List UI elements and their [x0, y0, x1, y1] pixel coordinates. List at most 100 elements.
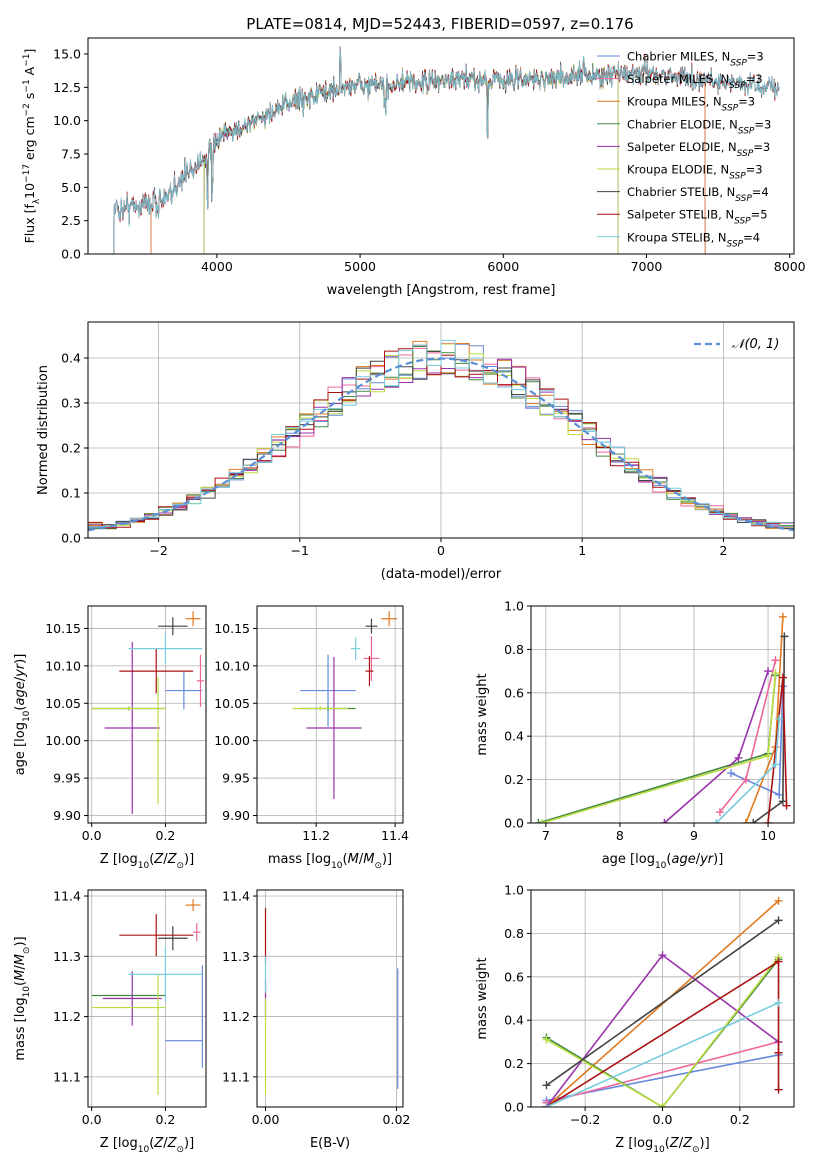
errorbar-chabrier_miles — [165, 671, 203, 710]
weight_vs_age-lines — [534, 612, 791, 823]
mass_vs_EBV-grid — [257, 890, 403, 1107]
weight-marker-salpeter_elodie — [660, 819, 669, 823]
legend-label-salpeter_miles: Salpeter MILES, NSSP=3 — [627, 72, 763, 91]
y-tick-label: 0.8 — [504, 926, 524, 941]
x-tick-label: 9 — [690, 828, 698, 843]
errorbar-salpeter_miles — [196, 654, 205, 708]
x-tick-label: 2 — [719, 543, 727, 558]
errorbar-chabrier_stelib — [365, 618, 378, 634]
weight-marker-salpeter_elodie — [658, 951, 667, 960]
y-tick-label: 1.0 — [504, 599, 524, 614]
weight-line-chabrier_stelib — [546, 919, 779, 1086]
weight_vs_age-frame — [530, 605, 795, 824]
y-tick-label: 0.0 — [61, 247, 81, 262]
x-tick-label: 0.00 — [252, 1112, 280, 1127]
legend-label-salpeter_elodie: Salpeter ELODIE, NSSP=3 — [627, 140, 770, 159]
spectrum-series-kroupa_stelib — [113, 49, 780, 254]
errorbar-kroupa_stelib — [128, 947, 203, 1002]
x-tick-label: −0.2 — [570, 1112, 600, 1127]
weight-marker-kroupa_stelib — [542, 1103, 551, 1107]
age_vs_mass-frame — [256, 605, 404, 824]
weight-marker-kroupa_elodie — [771, 669, 780, 678]
spectrum-series-salpeter_miles — [150, 47, 706, 254]
legend-label-chabrier_elodie: Chabrier ELODIE, NSSP=3 — [627, 117, 771, 136]
y-tick-label: 0.6 — [504, 969, 524, 984]
weight-marker-kroupa_stelib — [775, 714, 784, 723]
mass_vs_EBV-points — [264, 908, 399, 1095]
age_vs_mass-grid — [257, 606, 403, 823]
errorbar-kroupa_stelib — [350, 637, 361, 660]
errorbar-kroupa_miles — [185, 899, 201, 912]
weight-marker-chabrier_stelib — [542, 1081, 551, 1090]
weight_vs_Z-ylabel: mass weight — [475, 957, 490, 1039]
weight-line-chabrier_elodie — [538, 675, 777, 823]
weight-marker-salpeter_stelib — [774, 957, 783, 966]
weight-line-salpeter_elodie — [663, 670, 769, 823]
y-tick-label: 0.6 — [504, 685, 524, 700]
weight_vs_Z-frame — [530, 889, 795, 1108]
weight-marker-salpeter_stelib — [782, 801, 791, 810]
y-tick-label: 9.95 — [53, 771, 81, 786]
weight-marker-salpeter_stelib — [774, 1048, 783, 1057]
weight-marker-kroupa_stelib — [712, 819, 721, 823]
spectrum-axes: 4000 5000 6000 7000 8000 0.0 2.5 5.0 7.5 10.0 12.5… — [53, 47, 806, 275]
spectrum-xlabel: wavelength [Angstrom, rest frame] — [327, 283, 556, 298]
weight-line-kroupa_elodie — [541, 673, 777, 823]
age_vs_Z-ylabel: age [log10(age/yr)] — [13, 654, 32, 776]
x-tick-label: 0.02 — [383, 1112, 411, 1127]
errorbar-chabrier_stelib — [158, 926, 188, 951]
x-tick-label: 1 — [578, 543, 586, 558]
mass_vs_EBV-frame — [256, 889, 404, 1108]
errorbar-salpeter_miles — [363, 635, 380, 681]
weight-marker-chabrier_stelib — [778, 797, 787, 806]
errorbar-chabrier_miles — [300, 654, 356, 727]
spectrum-lines — [113, 46, 780, 254]
weight-marker-kroupa_elodie — [542, 1035, 551, 1044]
x-tick-label: 0 — [437, 543, 445, 558]
weight_vs_age-grid — [531, 605, 794, 824]
y-tick-label: 10.10 — [45, 658, 81, 673]
x-tick-label: −2 — [149, 543, 167, 558]
weight-marker-kroupa_stelib — [774, 998, 783, 1007]
y-tick-label: 9.90 — [222, 808, 250, 823]
age_vs_mass-xlabel: mass [log10(M/M⊙)] — [268, 852, 392, 871]
age_vs_Z-xlabel: Z [log10(Z/Z⊙)] — [100, 852, 194, 871]
age_vs_mass-points — [292, 611, 398, 800]
y-tick-label: 5.0 — [61, 180, 81, 195]
y-tick-label: 10.05 — [45, 696, 81, 711]
weight-marker-chabrier_stelib — [749, 819, 758, 823]
mass_vs_Z-grid — [88, 890, 206, 1107]
weight-marker-chabrier_miles — [727, 769, 736, 778]
y-tick-label: 10.10 — [214, 658, 250, 673]
y-tick-label: 12.5 — [53, 80, 81, 95]
errorbar-kroupa_miles — [381, 611, 398, 627]
age_vs_Z-axes: 0.0 0.2 9.90 9.95 10.00 10.05 10.10 10.15 — [45, 606, 206, 843]
weight-marker-chabrier_stelib — [774, 916, 783, 925]
y-tick-label: 11.3 — [222, 949, 250, 964]
mass_vs_Z-ylabel: mass [log10(M/M⊙)] — [13, 936, 32, 1060]
age_vs_mass-axes: 11.2 11.4 9.90 9.95 10.00 10.05 10.10 10.15 — [214, 606, 409, 843]
histogram-kroupa_stelib — [88, 339, 794, 528]
weight-marker-kroupa_miles — [741, 819, 750, 823]
spectrum-ylabel: Flux [fλ10−17 erg cm−2 s−1 A−1] — [22, 49, 42, 244]
weight-marker-kroupa_elodie — [764, 751, 773, 760]
y-tick-label: 0.0 — [504, 1100, 524, 1115]
legend-label-kroupa_elodie: Kroupa ELODIE, NSSP=3 — [627, 163, 763, 182]
x-tick-label: 7 — [542, 828, 550, 843]
y-tick-label: 0.4 — [504, 729, 524, 744]
weight-line-kroupa_miles — [545, 900, 780, 1107]
y-tick-label: 0.2 — [504, 772, 524, 787]
legend-label-kroupa_stelib: Kroupa STELIB, NSSP=4 — [627, 230, 760, 249]
weight-line-salpeter_stelib — [546, 960, 780, 1107]
x-tick-label: 0.2 — [155, 828, 175, 843]
y-tick-label: 10.05 — [214, 696, 250, 711]
age_vs_Z-grid — [88, 606, 206, 823]
legend-label-salpeter_stelib: Salpeter STELIB, NSSP=5 — [627, 208, 768, 227]
weight-line-salpeter_miles — [546, 1041, 779, 1104]
errorbar-kroupa_elodie — [156, 677, 160, 805]
weight-marker-kroupa_elodie — [658, 1103, 667, 1107]
weight_vs_age-xlabel: age [log10(age/yr)] — [602, 852, 724, 871]
mass_vs_Z-frame — [87, 889, 207, 1108]
weight-line-kroupa_elodie — [546, 956, 780, 1107]
weight-marker-salpeter_miles — [715, 808, 724, 817]
